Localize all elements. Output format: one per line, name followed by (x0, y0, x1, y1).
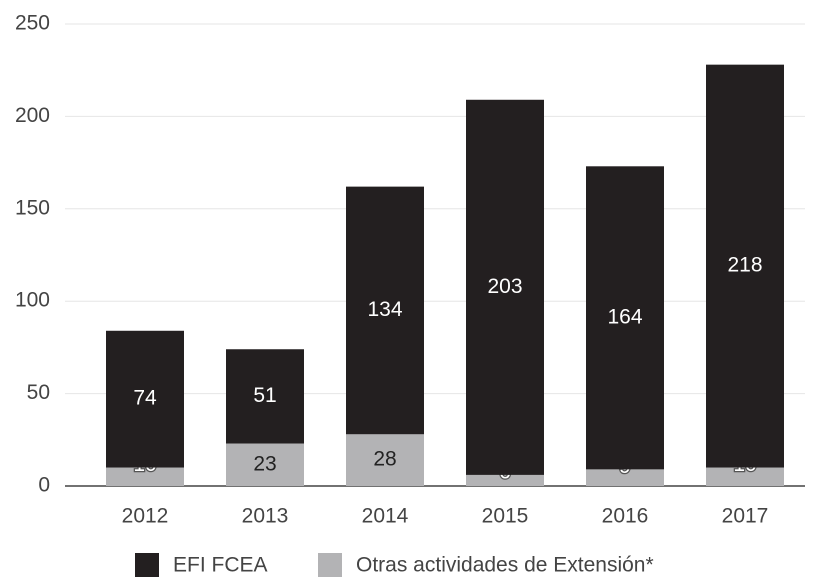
bar-segment (346, 186, 424, 435)
bar-segment (346, 434, 424, 486)
x-tick-label: 2014 (362, 505, 409, 528)
data-label: 134 (367, 298, 402, 321)
x-tick-label: 2013 (242, 505, 289, 528)
data-label: 74 (133, 387, 157, 410)
bar-segment (586, 166, 664, 470)
bar-segment (106, 330, 184, 468)
data-label: 218 (727, 254, 762, 277)
y-tick-label: 150 (15, 196, 50, 219)
bar-segment (706, 64, 784, 468)
legend-swatch (318, 553, 342, 577)
legend-label: Otras actividades de Extensión* (356, 554, 654, 577)
data-label: 28 (373, 448, 396, 471)
bar-segment (466, 99, 544, 475)
bar-segment (226, 443, 304, 486)
data-label: 23 (253, 452, 276, 475)
y-tick-label: 0 (38, 474, 50, 497)
bar-segment (466, 474, 544, 486)
bar-segment (586, 469, 664, 486)
bar-segment (706, 467, 784, 486)
bar-segment (106, 467, 184, 486)
data-label: 51 (253, 384, 276, 407)
y-tick-label: 200 (15, 104, 50, 127)
data-label: 203 (487, 275, 522, 298)
legend-label: EFI FCEA (173, 554, 268, 577)
x-tick-label: 2015 (482, 505, 529, 528)
data-label: 164 (607, 305, 642, 328)
y-tick-label: 50 (27, 381, 50, 404)
legend-swatch (135, 553, 159, 577)
y-tick-label: 100 (15, 289, 50, 312)
x-tick-label: 2016 (602, 505, 649, 528)
x-tick-label: 2012 (122, 505, 169, 528)
x-tick-label: 2017 (722, 505, 769, 528)
y-tick-label: 250 (15, 12, 50, 35)
bar-segment (226, 349, 304, 444)
